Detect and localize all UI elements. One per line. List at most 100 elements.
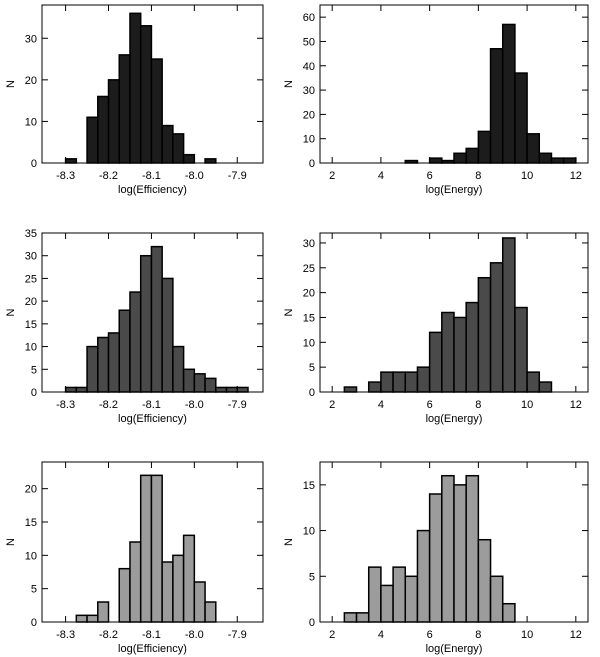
histogram-bar <box>477 276 492 393</box>
x-tick-label: -8.3 <box>56 629 75 641</box>
histogram-bar <box>150 474 163 623</box>
histogram-bar <box>129 541 142 623</box>
histogram-bar <box>465 474 480 623</box>
axes-frame <box>319 461 589 623</box>
x-tick-label: 6 <box>427 170 433 182</box>
y-tick-label: 35 <box>25 228 37 240</box>
histogram-bar <box>367 381 382 393</box>
x-tick-label: -8.0 <box>185 399 204 411</box>
x-tick-label: 12 <box>570 629 582 641</box>
histogram-bar <box>204 377 217 393</box>
histogram-bar <box>139 474 153 623</box>
histogram-bar <box>404 575 419 623</box>
y-tick-label: 60 <box>303 12 315 24</box>
y-tick-label: 30 <box>25 251 37 263</box>
histogram-bar <box>453 316 467 393</box>
x-tick-label: -7.9 <box>228 170 247 182</box>
x-tick-label: 10 <box>521 629 533 641</box>
histogram-bar <box>477 538 492 623</box>
histogram-bar <box>107 79 120 164</box>
y-tick-label: 30 <box>25 33 37 45</box>
histogram-bar <box>453 152 467 164</box>
histogram-bar <box>343 386 358 393</box>
histogram-bar <box>441 474 455 623</box>
histogram-bar <box>416 366 431 393</box>
histogram-bar <box>428 331 443 393</box>
y-tick-label: 50 <box>303 36 315 48</box>
histogram-bar <box>550 157 565 164</box>
x-tick-label: 4 <box>378 399 384 411</box>
histogram-bar <box>489 575 504 623</box>
x-axis-label: log(Efficiency) <box>118 184 187 196</box>
y-tick-label: 10 <box>25 116 37 128</box>
axes-frame <box>41 461 264 623</box>
x-tick-label: 2 <box>329 170 335 182</box>
y-tick-label: 0 <box>309 617 315 629</box>
y-axis-label: N <box>283 80 295 88</box>
histogram-bar <box>236 386 249 393</box>
x-tick-label: 12 <box>570 170 582 182</box>
x-tick-label: -7.9 <box>228 629 247 641</box>
y-tick-label: 5 <box>309 571 315 583</box>
y-tick-label: 10 <box>25 550 37 562</box>
y-tick-label: 20 <box>25 296 37 308</box>
x-axis-label: log(Efficiency) <box>118 643 187 655</box>
histogram-bar <box>150 245 163 393</box>
histogram-bar <box>86 345 99 393</box>
histogram-bar <box>204 601 217 623</box>
x-tick-label: -8.1 <box>142 170 161 182</box>
x-tick-label: -8.2 <box>99 170 118 182</box>
x-tick-label: 6 <box>427 629 433 641</box>
x-tick-label: -8.0 <box>185 170 204 182</box>
histogram-bar <box>428 493 443 623</box>
x-tick-label: -8.3 <box>56 399 75 411</box>
y-tick-label: 20 <box>25 484 37 496</box>
x-axis-label: log(Efficiency) <box>118 413 187 425</box>
histogram-bar <box>161 124 174 164</box>
y-tick-label: 10 <box>303 526 315 538</box>
histogram-bar <box>193 581 206 623</box>
x-tick-label: 8 <box>475 399 481 411</box>
histogram-bar <box>416 529 431 623</box>
histogram-bar <box>514 306 528 393</box>
histogram-bar <box>75 614 88 623</box>
x-tick-label: -8.1 <box>142 629 161 641</box>
y-tick-label: 20 <box>25 75 37 87</box>
y-tick-label: 15 <box>25 517 37 529</box>
histogram-bar <box>97 601 110 623</box>
y-tick-label: 10 <box>303 337 315 349</box>
histogram-bar <box>150 58 163 164</box>
y-tick-label: 40 <box>303 61 315 73</box>
histogram-bar <box>501 23 516 164</box>
axes-frame <box>319 4 589 164</box>
y-tick-label: 15 <box>303 312 315 324</box>
histogram-bar <box>182 534 196 623</box>
histogram-bar <box>129 12 142 164</box>
histogram-bar <box>215 386 228 393</box>
y-axis-label: N <box>5 538 17 546</box>
histogram-bar <box>428 157 443 164</box>
histogram-bar <box>404 371 419 393</box>
histogram-bar <box>489 262 504 393</box>
x-tick-label: 8 <box>475 629 481 641</box>
histogram-bar <box>161 561 174 623</box>
histogram-bar <box>172 133 185 164</box>
histogram-bar <box>118 309 131 393</box>
histogram-bar <box>107 332 120 393</box>
y-tick-label: 30 <box>303 238 315 250</box>
axes-frame <box>41 232 264 393</box>
histogram-bar <box>526 133 541 164</box>
histogram-bar <box>97 95 110 164</box>
y-axis-label: N <box>5 308 17 316</box>
y-tick-label: 10 <box>303 134 315 146</box>
histogram-bar <box>139 25 153 164</box>
x-tick-label: 8 <box>475 170 481 182</box>
y-axis-label: N <box>283 538 295 546</box>
histogram-bar <box>182 368 196 393</box>
histogram-bar <box>367 566 382 623</box>
x-axis-label: log(Energy) <box>426 413 483 425</box>
histogram-bar <box>225 386 239 393</box>
histogram-bar <box>538 381 553 393</box>
histogram-bar <box>139 254 153 393</box>
